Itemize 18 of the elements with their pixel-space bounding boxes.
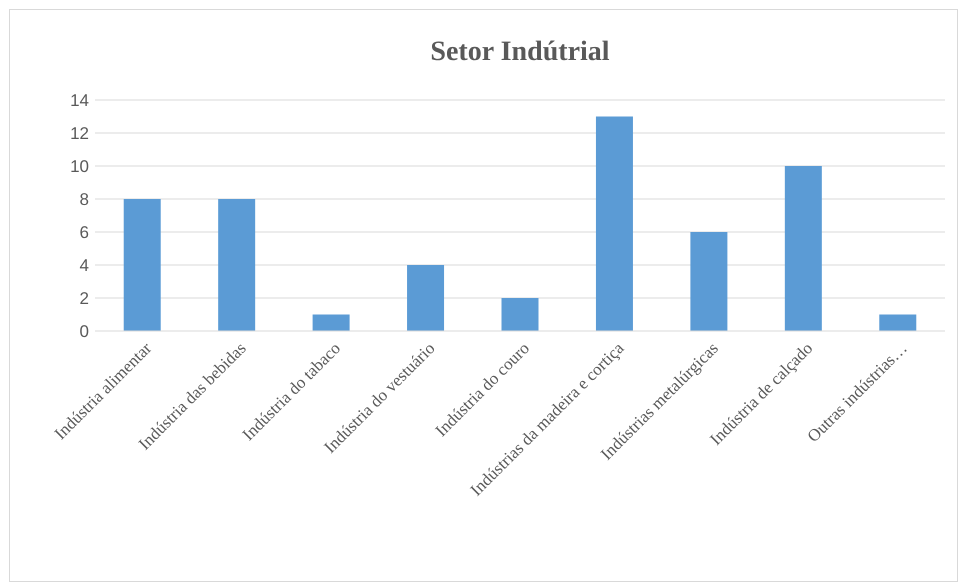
bar: [218, 199, 256, 331]
y-tick-label: 10: [70, 156, 89, 176]
bar: [124, 199, 161, 331]
y-tick-label: 6: [80, 222, 89, 242]
bar: [879, 314, 916, 331]
y-tick-label: 2: [80, 288, 89, 308]
y-tick-label: 12: [70, 124, 89, 143]
y-tick-label: 14: [70, 90, 89, 110]
bar: [407, 265, 444, 331]
bar: [502, 298, 538, 331]
y-tick-label: 4: [80, 256, 89, 275]
bar: [312, 314, 350, 331]
y-tick-label: 8: [80, 190, 89, 209]
bar: [596, 116, 633, 331]
bar: [784, 166, 822, 331]
chart-title: Setor Indútrial: [430, 36, 610, 67]
bar: [690, 232, 728, 331]
y-tick-label: 0: [80, 322, 89, 341]
